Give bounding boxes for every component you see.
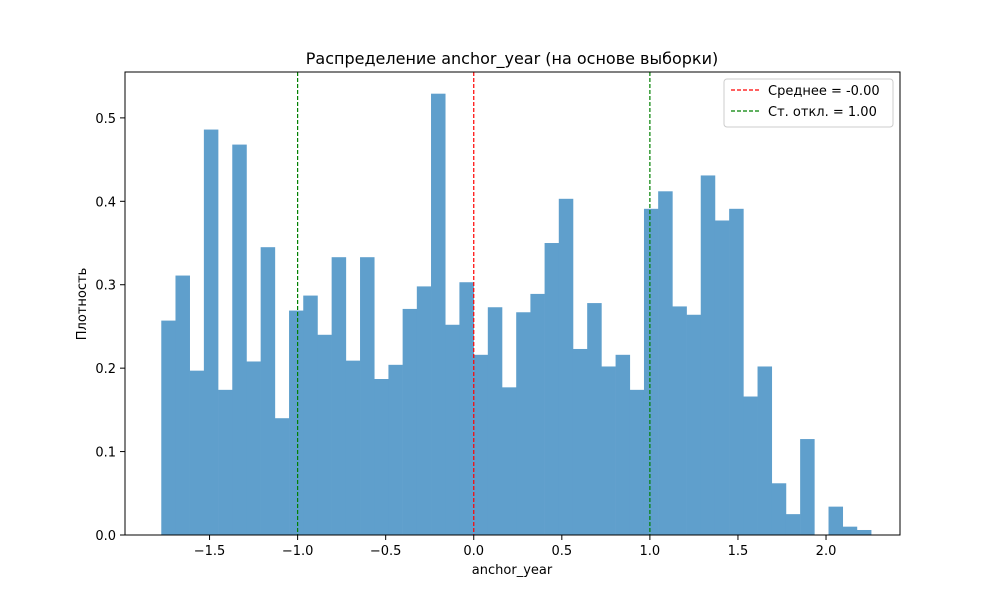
histogram-bar [558,198,574,536]
histogram-bar [374,379,389,535]
histogram-bar [757,366,773,535]
y-tick-label: 0.5 [95,112,116,127]
histogram-bar [516,312,531,535]
x-tick-label: 0.5 [551,544,572,559]
histogram-bar [218,389,233,535]
y-axis-label: Плотность [75,268,90,340]
plot-frame [124,71,901,536]
y-tick-label: 0.3 [95,279,116,294]
y-tick-label: 0.4 [95,195,116,210]
histogram-bar [856,529,872,535]
histogram-bar [487,307,503,535]
chart-title: Распределение anchor_year (на основе выб… [306,49,718,69]
histogram-bar [303,295,318,535]
histogram-bar [431,93,446,535]
histogram-bar [232,144,247,535]
histogram-bar [289,310,304,535]
legend-label-std: Ст. откл. = 1.00 [768,105,877,120]
histogram-bar [175,275,190,535]
histogram-bar [700,175,716,535]
legend-box [723,78,894,128]
legend-label-mean: Среднее = -0.00 [768,84,880,99]
histogram-bar [402,308,418,535]
histogram-bar [658,191,673,536]
x-tick-label: −1.0 [282,544,314,559]
histogram-bar [771,483,787,535]
histogram-bar [629,389,645,535]
x-axis-label: anchor_year [472,563,553,578]
y-tick-label: 0.0 [95,529,116,544]
histogram-bar [544,243,560,535]
histogram-bar [345,360,361,535]
histogram-bar [643,208,659,535]
histogram-bar [203,129,219,535]
bars-group [161,93,872,536]
histogram-bar [686,314,702,535]
histogram-bar [360,257,375,535]
histogram-bar [615,354,631,535]
histogram-bar [785,514,801,535]
histogram-bar [317,334,332,535]
histogram-bar [388,364,403,535]
histogram-bar [842,526,858,535]
histogram-bar [416,286,432,535]
histogram-bar [502,387,517,535]
x-tick-label: 1.5 [728,544,749,559]
histogram-bar [246,361,261,535]
histogram-bar [672,306,687,535]
histogram-bar [828,506,844,535]
histogram-bar [572,348,588,535]
histogram-bar [331,257,347,535]
legend: Среднее = -0.00 Ст. откл. = 1.00 [723,78,894,128]
histogram-bar [189,370,205,535]
x-tick-label: 2.0 [816,544,837,559]
histogram-bar [800,439,815,535]
x-tick-label: 1.0 [640,544,661,559]
reference-lines [297,72,651,535]
histogram-bar [601,366,616,535]
histogram-bar [743,396,758,535]
y-tick-label: 0.1 [95,446,116,461]
histogram-bar [729,208,744,535]
y-axis-ticks: 0.0 0.1 0.2 0.3 0.4 0.5 [95,112,125,544]
histogram-bar [260,247,276,535]
histogram-bar [714,220,730,536]
x-tick-label: −1.5 [194,544,226,559]
histogram-bar [161,320,176,535]
histogram-bar [459,282,474,535]
histogram-bar [530,293,545,535]
histogram-bar [587,303,602,535]
x-tick-label: 0.0 [463,544,484,559]
histogram-bar [445,324,460,535]
x-axis-ticks: −1.5 −1.0 −0.5 0.0 0.5 1.0 1.5 2.0 [194,535,837,559]
histogram-bar [274,418,290,535]
histogram-bar [473,354,489,535]
y-tick-label: 0.2 [95,362,116,377]
x-tick-label: −0.5 [370,544,402,559]
